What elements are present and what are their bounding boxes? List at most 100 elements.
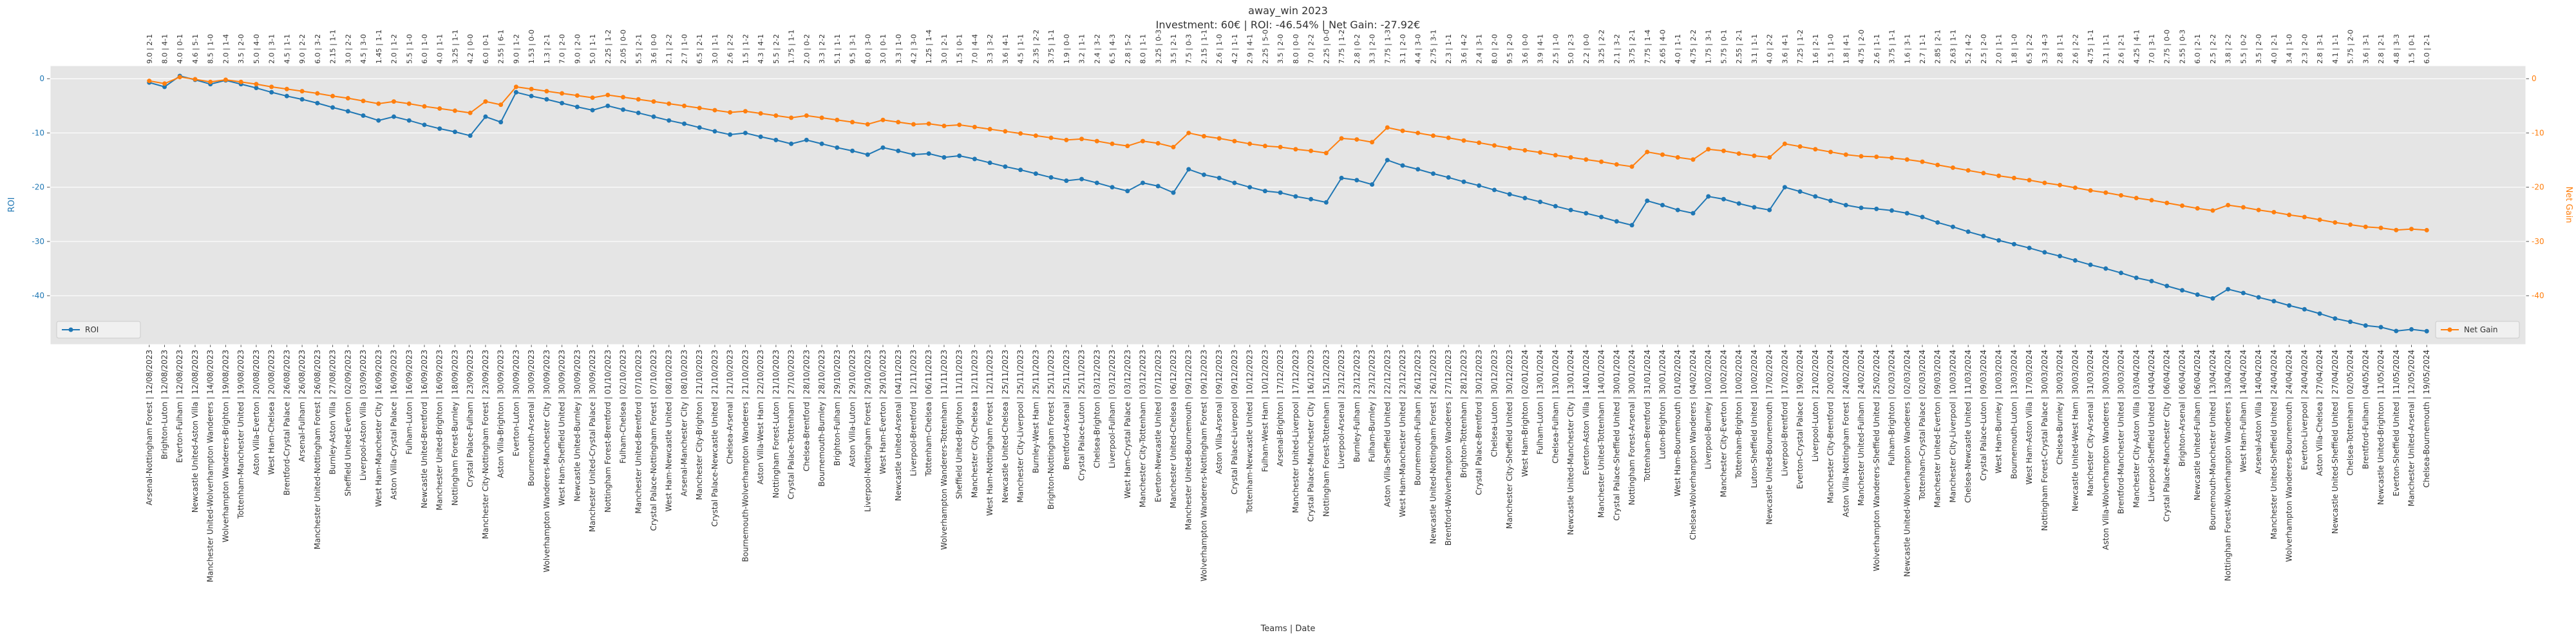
x-tick-label: Liverpool-Fulham | 03/12/2023 — [1108, 350, 1117, 468]
point-annotation: 2.2 | 0-0 — [1582, 34, 1591, 64]
series-marker — [1186, 167, 1191, 172]
series-marker — [529, 86, 534, 91]
point-annotation: 4.0 | 2-1 — [2270, 34, 2278, 64]
series-marker — [2226, 287, 2231, 292]
series-marker — [284, 93, 289, 99]
point-annotation: 8.0 | 1-1 — [1139, 34, 1148, 64]
series-marker — [392, 114, 397, 119]
point-annotation: 4.2 | 3-0 — [909, 34, 918, 64]
point-annotation: 3.5 | 2-0 — [2255, 34, 2263, 64]
legend: Net Gain — [2435, 321, 2520, 339]
point-annotation: 7.5 | 0-3 — [1185, 34, 1193, 64]
point-annotation: 2.3 | 2-0 — [2300, 34, 2309, 64]
point-annotation: 9.0 | 2-1 — [146, 34, 154, 64]
series-marker — [2409, 327, 2414, 332]
series-marker — [1446, 135, 1451, 140]
x-tick-label: Aston Villa-Sheffield United | 22/12/202… — [1383, 350, 1392, 507]
x-tick-label: Chelsea-Bournemouth | 19/05/2024 — [2422, 350, 2431, 488]
x-tick-label: Newcastle United-Brentford | 16/09/2023 — [420, 350, 429, 508]
x-tick-label: Chelsea-Tottenham | 02/05/2024 — [2346, 350, 2355, 475]
x-tick-label: Manchester United-Bournemouth | 09/12/20… — [1184, 350, 1193, 530]
x-tick-label: Manchester City-Brentford | 20/02/2024 — [1826, 350, 1835, 504]
x-tick-label: Aston Villa-Wolverhampton Wanderers | 30… — [2101, 350, 2110, 550]
point-annotation: 2.0 | 1-4 — [222, 34, 230, 64]
point-annotation: 2.8 | 1-1 — [2056, 34, 2065, 64]
point-annotation: 8.5 | 1-0 — [207, 34, 215, 64]
y-tick-label: -40 — [32, 291, 44, 300]
point-annotation: 2.1 | 1-1 — [2102, 34, 2110, 64]
point-annotation: 6.0 | 2-1 — [2423, 34, 2431, 64]
series-marker — [2287, 303, 2292, 308]
x-tick-label: Tottenham-Chelsea | 06/11/2023 — [924, 350, 933, 477]
series-marker — [896, 148, 901, 153]
series-marker — [1048, 135, 1054, 140]
point-annotation: 9.0 | 2-2 — [298, 34, 307, 64]
x-tick-label: Nottingham Forest-Burnley | 18/09/2023 — [450, 350, 459, 506]
series-marker — [1033, 171, 1038, 176]
x-tick-label: West Ham-Brighton | 02/01/2024 — [1520, 350, 1530, 477]
point-annotation: 2.6 | 2-2 — [2071, 34, 2079, 64]
point-annotation: 5.2 | 4-2 — [1964, 34, 1973, 64]
y2-tick-label: -40 — [2532, 291, 2544, 300]
x-tick-label: Manchester United-Sheffield United | 24/… — [2269, 350, 2278, 539]
x-tick-label: Liverpool-Brentford | 12/11/2023 — [909, 350, 918, 476]
point-annotation: 4.8 | 3-3 — [2392, 34, 2401, 64]
series-marker — [2409, 227, 2414, 232]
series-marker — [560, 91, 565, 96]
x-tick-label: Bournemouth-Wolverhampton Wanderers | 21… — [741, 350, 750, 562]
point-annotation: 2.85 | 2-1 — [1934, 30, 1942, 64]
point-annotation: 2.15 | 1-1 — [1200, 30, 1208, 64]
point-annotation: 3.0 | 2-2 — [344, 34, 352, 64]
x-tick-label: Bournemouth-Arsenal | 30/09/2023 — [527, 350, 536, 486]
series-marker — [1201, 134, 1206, 139]
series-marker — [1767, 207, 1772, 213]
series-marker — [1094, 180, 1099, 185]
series-marker — [2424, 227, 2429, 232]
x-tick-label: Aston Villa-Brighton | 30/09/2023 — [497, 350, 506, 478]
point-annotation: 3.5 | 2-0 — [237, 34, 245, 64]
point-annotation: 3.6 | 3-1 — [2362, 34, 2370, 64]
x-tick-label: Nottingham Forest-Crystal Palace | 30/03… — [2040, 350, 2049, 531]
series-marker — [1599, 159, 1604, 164]
series-marker — [2240, 290, 2246, 296]
x-tick-label: Bournemouth-Fulham | 26/12/2023 — [1414, 350, 1423, 486]
series-marker — [1507, 192, 1512, 197]
series-marker — [2363, 323, 2368, 328]
series-marker — [1416, 130, 1421, 135]
series-marker — [2072, 185, 2078, 191]
x-tick-label: Liverpool-Luton | 21/02/2024 — [1811, 350, 1820, 462]
point-annotation: 1.75 | 3-1 — [1705, 30, 1713, 64]
y2-axis-title: Net Gain — [2564, 187, 2573, 223]
series-marker — [2058, 254, 2063, 259]
y-tick-label: -20 — [32, 183, 44, 192]
x-tick-label: Chelsea-Luton | 30/12/2023 — [1490, 350, 1499, 457]
series-marker — [835, 117, 840, 122]
point-annotation: 4.0 | 2-2 — [1766, 34, 1774, 64]
series-marker — [758, 111, 763, 116]
x-tick-label: Nottingham Forest-Wolverhampton Wanderer… — [2224, 350, 2233, 581]
series-marker — [2072, 258, 2078, 263]
point-annotation: 3.6 | 4-1 — [1781, 34, 1789, 64]
series-marker — [2378, 325, 2383, 330]
series-marker — [758, 134, 763, 139]
series-marker — [1904, 211, 1909, 216]
x-tick-label: Newcastle United-Nottingham Forest | 26/… — [1428, 350, 1437, 544]
x-tick-label: Nottingham Forest-Brentford | 01/10/2023 — [603, 350, 612, 513]
x-tick-label: Wolverhampton Wanderers-Brighton | 19/08… — [221, 350, 230, 542]
series-marker — [2164, 200, 2170, 205]
series-marker — [2271, 299, 2277, 304]
point-annotation: 9.0 | 1-2 — [512, 34, 520, 64]
series-marker — [1171, 190, 1176, 195]
series-marker — [498, 120, 504, 125]
series-marker — [1141, 180, 1146, 185]
x-tick-label: Manchester United-Crystal Palace | 30/09… — [588, 350, 597, 532]
point-annotation: 2.0 | 3-1 — [268, 34, 276, 64]
series-marker — [1522, 196, 1528, 201]
point-annotation: 8.0 | 3-0 — [864, 34, 872, 64]
x-tick-label: Newcastle United-Bournemouth | 17/02/202… — [1765, 350, 1774, 525]
x-tick-label: Wolverhampton Wanderers-Manchester City … — [542, 350, 551, 573]
x-tick-label: Brighton-Luton | 12/08/2023 — [160, 350, 169, 459]
series-marker — [330, 105, 336, 110]
point-annotation: 3.4 | 1-0 — [2286, 34, 2294, 64]
x-tick-label: Manchester United-Arsenal | 12/05/2024 — [2407, 350, 2416, 506]
